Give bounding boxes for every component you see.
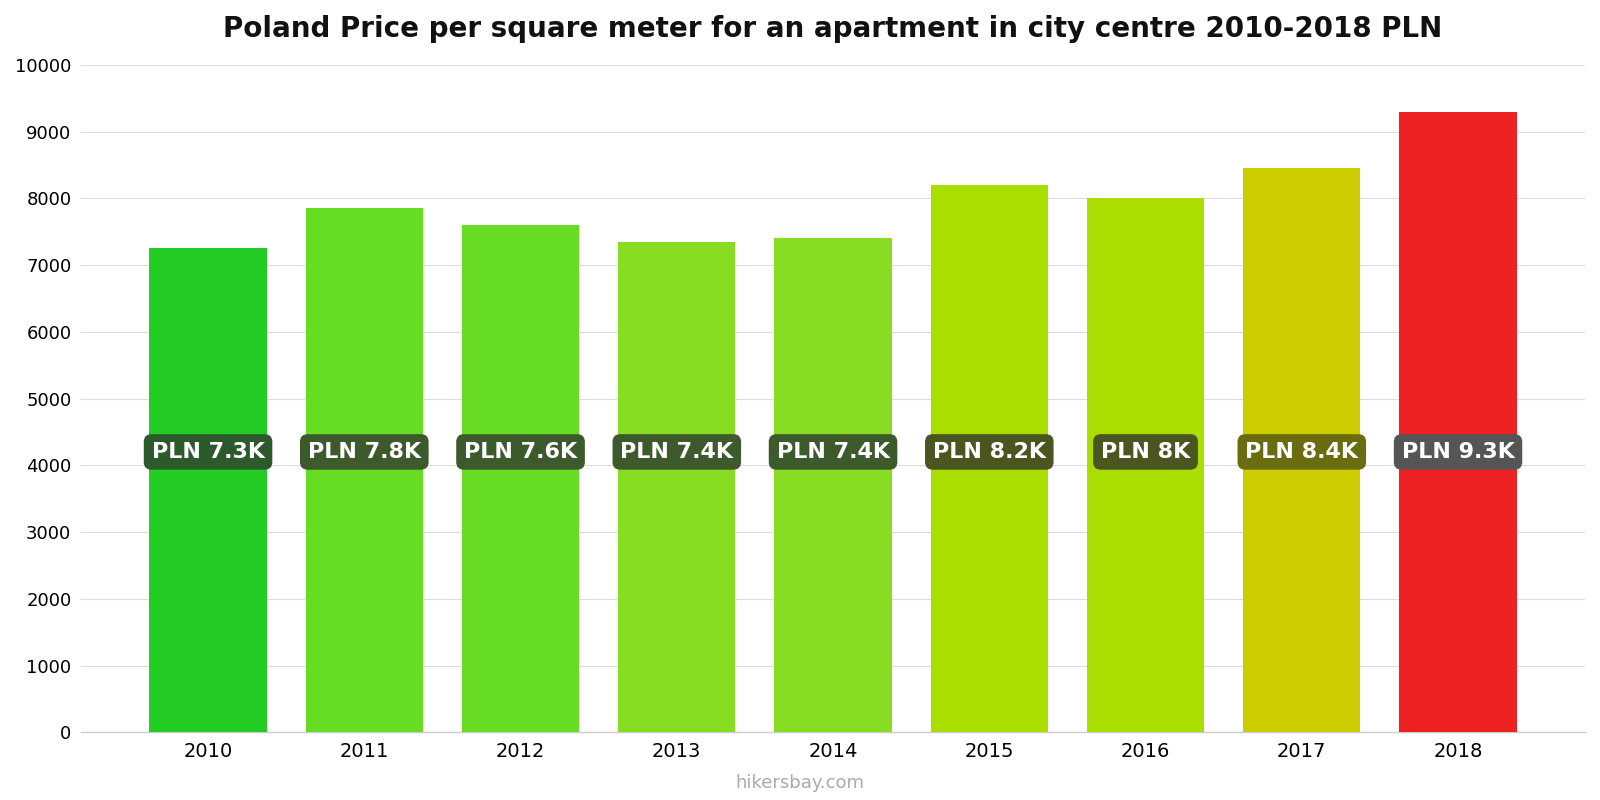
Text: PLN 7.4K: PLN 7.4K [776, 442, 890, 462]
Bar [1086, 198, 1205, 732]
Text: PLN 9.3K: PLN 9.3K [1402, 442, 1515, 462]
Bar [618, 242, 736, 732]
Bar [1400, 111, 1517, 732]
Bar [462, 225, 579, 732]
Bar [306, 208, 422, 732]
Text: PLN 7.8K: PLN 7.8K [307, 442, 421, 462]
Text: PLN 8K: PLN 8K [1101, 442, 1190, 462]
Title: Poland Price per square meter for an apartment in city centre 2010-2018 PLN: Poland Price per square meter for an apa… [224, 15, 1443, 43]
Text: PLN 7.4K: PLN 7.4K [621, 442, 733, 462]
Text: PLN 8.4K: PLN 8.4K [1245, 442, 1358, 462]
Bar [1243, 168, 1360, 732]
Text: PLN 7.3K: PLN 7.3K [152, 442, 264, 462]
Bar [774, 238, 891, 732]
Bar [149, 248, 267, 732]
Text: PLN 8.2K: PLN 8.2K [933, 442, 1046, 462]
Text: hikersbay.com: hikersbay.com [736, 774, 864, 792]
Bar [931, 185, 1048, 732]
Text: PLN 7.6K: PLN 7.6K [464, 442, 578, 462]
